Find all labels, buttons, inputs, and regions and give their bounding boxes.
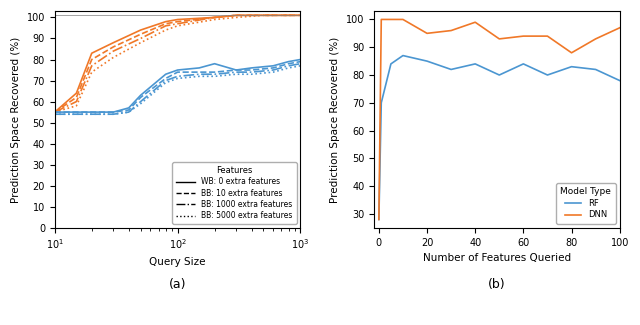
DNN <box>423 32 431 35</box>
RF <box>378 101 385 105</box>
RF <box>616 79 623 83</box>
DNN <box>378 18 385 21</box>
RF <box>520 62 527 66</box>
RF <box>375 217 383 221</box>
Y-axis label: Prediction Space Recovered (%): Prediction Space Recovered (%) <box>11 36 21 202</box>
DNN <box>399 18 407 21</box>
Legend: RF, DNN: RF, DNN <box>556 183 616 224</box>
DNN <box>471 20 479 24</box>
Line: DNN: DNN <box>379 20 620 219</box>
DNN <box>387 18 395 21</box>
RF <box>387 62 395 66</box>
X-axis label: Number of Features Queried: Number of Features Queried <box>423 253 571 263</box>
RF <box>568 65 575 69</box>
DNN <box>543 34 551 38</box>
RF <box>495 73 503 77</box>
X-axis label: Query Size: Query Size <box>149 257 206 267</box>
RF <box>423 59 431 63</box>
DNN <box>375 217 383 221</box>
DNN <box>520 34 527 38</box>
DNN <box>592 37 600 41</box>
Y-axis label: Prediction Space Recovered (%): Prediction Space Recovered (%) <box>330 36 340 202</box>
Line: RF: RF <box>379 56 620 219</box>
DNN <box>447 29 455 32</box>
DNN <box>568 51 575 55</box>
Legend: WB: 0 extra features, BB: 10 extra features, BB: 1000 extra features, BB: 5000 e: WB: 0 extra features, BB: 10 extra featu… <box>172 162 296 224</box>
DNN <box>495 37 503 41</box>
Title: (a): (a) <box>169 279 186 292</box>
Title: (b): (b) <box>488 279 506 292</box>
RF <box>471 62 479 66</box>
RF <box>399 54 407 58</box>
RF <box>447 68 455 72</box>
DNN <box>616 26 623 30</box>
RF <box>592 68 600 72</box>
RF <box>543 73 551 77</box>
